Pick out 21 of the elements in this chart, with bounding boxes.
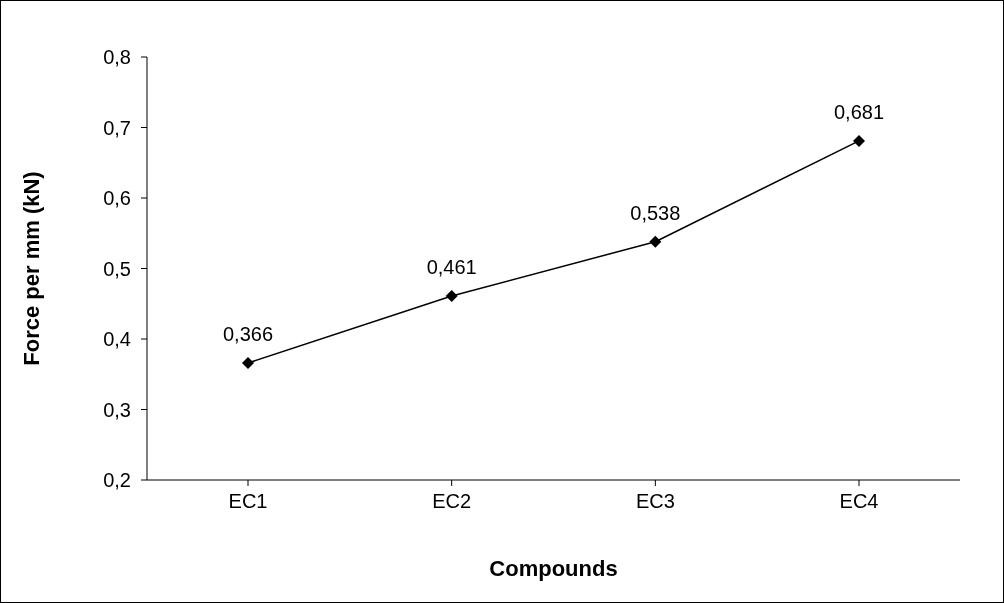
- point: [242, 356, 254, 369]
- data-label: 0,681: [833, 100, 885, 123]
- point: [445, 290, 458, 302]
- y-tick-label: 0,7: [103, 116, 131, 139]
- y-tick-label: 0,3: [103, 398, 131, 421]
- x-tick-label: EC2: [432, 490, 472, 513]
- y-tick-label: 0,2: [103, 469, 131, 492]
- data-label: 0,538: [630, 201, 681, 224]
- point: [649, 235, 662, 248]
- point: [853, 134, 865, 147]
- data-label: 0,366: [222, 322, 274, 345]
- x-tick-label: EC3: [635, 490, 675, 513]
- x-axis-title: Compounds: [489, 556, 618, 581]
- y-tick-label: 0,4: [103, 328, 131, 351]
- y-tick-label: 0,6: [103, 187, 131, 210]
- x-tick-label: EC1: [228, 490, 268, 513]
- x-tick-label: EC4: [839, 490, 879, 513]
- data-label: 0,461: [426, 255, 477, 278]
- y-tick-label: 0,8: [103, 46, 131, 69]
- y-axis-title: Force per mm (kN): [18, 171, 44, 366]
- y-tick-label: 0,5: [103, 257, 131, 280]
